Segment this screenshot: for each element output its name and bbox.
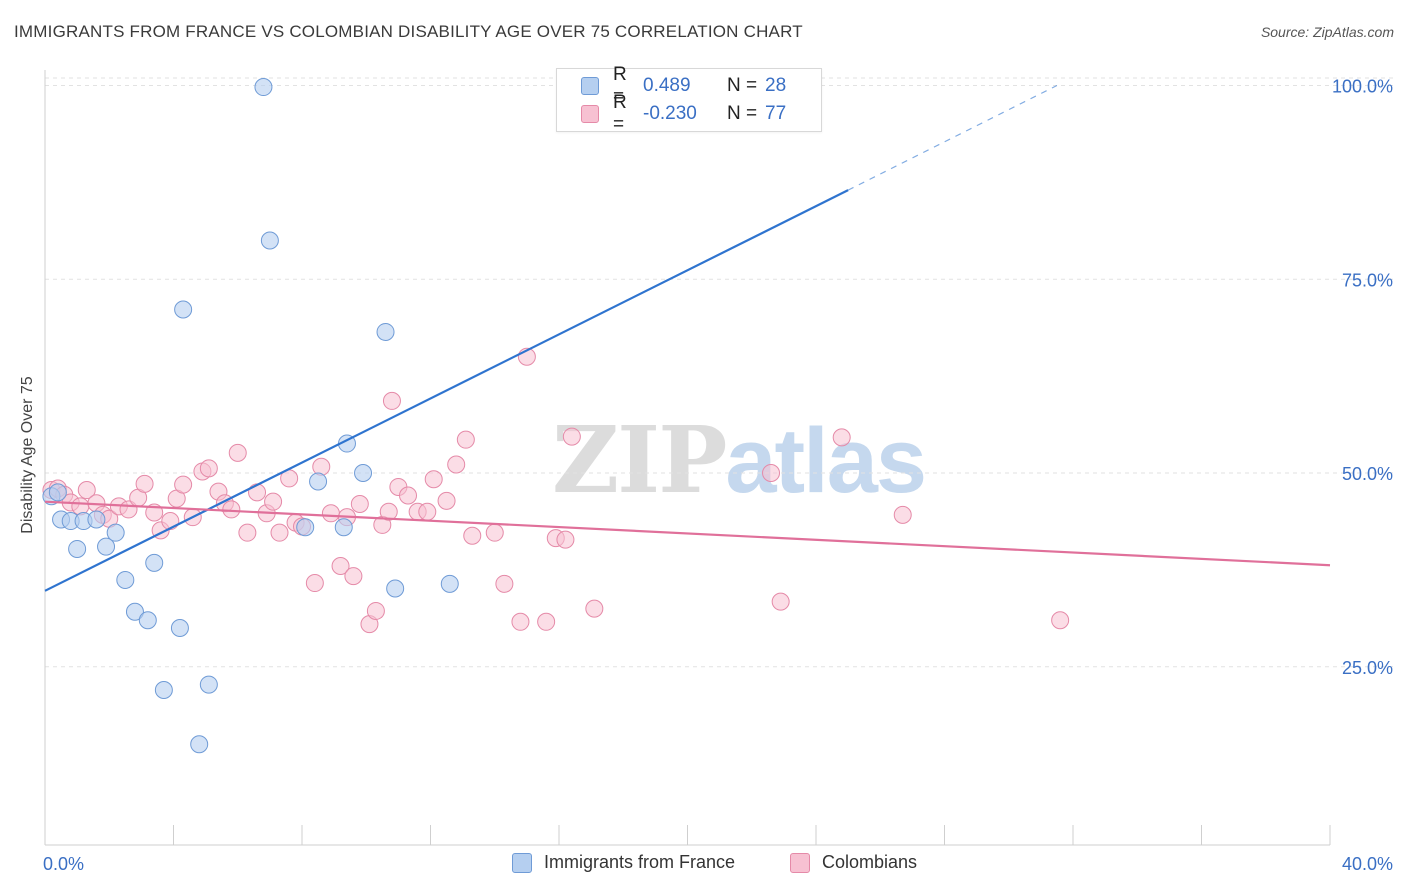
data-point-colombians — [366, 601, 385, 620]
data-point-colombians — [437, 491, 456, 510]
x-tick-label: 40.0% — [1342, 854, 1393, 874]
source-credit: Source: ZipAtlas.com — [1260, 24, 1394, 40]
data-point-colombians — [418, 502, 437, 521]
y-tick-label: 50.0% — [1342, 464, 1393, 484]
data-point-france — [386, 579, 405, 598]
data-point-france — [125, 602, 144, 621]
legend-r-label: R = — [613, 64, 627, 107]
data-point-france — [116, 570, 135, 589]
stats-legend: R = 0.489 N = 28 R = -0.230 N = 77 — [556, 64, 822, 135]
data-point-colombians — [135, 474, 154, 493]
data-point-colombians — [485, 523, 504, 542]
data-point-france — [170, 619, 189, 637]
data-point-colombians — [382, 391, 401, 410]
data-point-colombians — [556, 530, 575, 549]
data-point-france — [97, 537, 116, 556]
data-point-france — [68, 539, 87, 558]
data-point-france — [260, 231, 279, 250]
legend-swatch-colombians — [581, 105, 599, 123]
data-point-france — [199, 675, 218, 694]
data-point-colombians — [424, 470, 443, 489]
legend-row-france: R = 0.489 N = 28 — [581, 64, 787, 107]
data-point-colombians — [447, 455, 466, 474]
data-point-colombians — [463, 526, 482, 545]
data-point-colombians — [893, 505, 912, 524]
data-point-colombians — [238, 523, 257, 542]
data-point-france — [87, 510, 106, 529]
data-point-colombians — [456, 430, 475, 449]
data-point-france — [354, 464, 373, 482]
data-point-colombians — [1051, 611, 1070, 630]
legend-swatch-france — [581, 77, 599, 95]
data-point-colombians — [71, 497, 90, 516]
data-point-france — [48, 483, 67, 502]
data-point-colombians — [562, 427, 581, 446]
data-point-colombians — [222, 500, 241, 519]
data-point-france — [309, 472, 328, 491]
data-point-colombians — [174, 475, 193, 494]
legend-r-label: R = — [613, 92, 627, 135]
data-point-colombians — [321, 504, 340, 523]
legend-n-label: N = — [727, 103, 758, 124]
data-point-colombians — [832, 428, 851, 447]
data-point-colombians — [331, 557, 350, 575]
legend-swatch-france — [512, 852, 532, 873]
data-point-colombians — [228, 443, 247, 462]
data-point-france — [254, 78, 273, 97]
data-point-colombians — [771, 592, 790, 611]
data-point-colombians — [77, 481, 96, 500]
bottom-legend-france[interactable]: Immigrants from France — [512, 852, 735, 873]
legend-swatch-colombians — [790, 852, 810, 873]
data-point-france — [145, 553, 164, 572]
data-point-france — [334, 518, 353, 537]
data-point-colombians — [248, 483, 267, 502]
data-point-france — [440, 574, 459, 593]
data-point-colombians — [762, 464, 781, 482]
data-point-colombians — [199, 459, 218, 478]
y-tick-label: 75.0% — [1342, 270, 1393, 290]
data-point-colombians — [161, 512, 180, 531]
data-point-france — [190, 735, 209, 754]
data-point-colombians — [350, 495, 369, 513]
data-point-colombians — [270, 523, 289, 542]
data-point-colombians — [585, 599, 604, 618]
data-point-colombians — [305, 574, 324, 593]
data-point-colombians — [511, 612, 530, 631]
data-point-france — [174, 300, 193, 319]
data-point-colombians — [264, 492, 283, 511]
trend-line-colombians — [44, 500, 1331, 567]
y-tick-label: 100.0% — [1332, 77, 1393, 97]
data-point-colombians — [344, 567, 363, 586]
legend-r-value: -0.230 — [643, 103, 697, 124]
legend-n-label: N = — [727, 75, 758, 96]
data-point-france — [106, 523, 125, 542]
data-point-france — [376, 322, 395, 341]
y-axis-label: Disability Age Over 75 — [19, 376, 36, 534]
bottom-legend-colombians[interactable]: Colombians — [790, 852, 917, 873]
y-tick-label: 25.0% — [1342, 658, 1393, 678]
x-tick-label: 0.0% — [43, 854, 84, 874]
legend-r-value: 0.489 — [643, 75, 691, 96]
trend-line-france — [44, 189, 849, 592]
chart-title: IMMIGRANTS FROM FRANCE VS COLOMBIAN DISA… — [14, 22, 803, 41]
data-point-colombians — [495, 574, 514, 593]
legend-n-value: 28 — [765, 75, 787, 96]
legend-label-france: Immigrants from France — [544, 852, 736, 872]
legend-row-colombians: R = -0.230 N = 77 — [581, 92, 787, 135]
trend-line-france-extension — [847, 84, 1058, 191]
data-point-colombians — [399, 486, 418, 505]
data-point-france — [138, 611, 157, 630]
legend-n-value: 77 — [765, 103, 787, 124]
data-point-colombians — [537, 612, 556, 631]
legend-label-colombians: Colombians — [822, 852, 918, 872]
data-point-colombians — [312, 457, 331, 476]
data-point-france — [296, 518, 315, 537]
data-point-colombians — [379, 502, 398, 521]
data-point-france — [154, 681, 173, 699]
